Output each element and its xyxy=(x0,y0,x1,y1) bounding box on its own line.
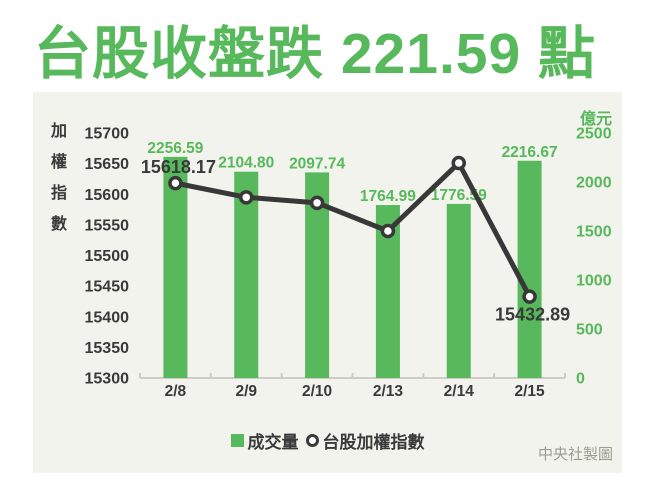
bar-value-label: 2104.80 xyxy=(218,155,274,172)
index-marker xyxy=(451,155,466,171)
x-axis-label: 2/9 xyxy=(235,383,257,400)
left-axis-tick: 15400 xyxy=(85,309,130,326)
bar-value-label: 2256.59 xyxy=(147,140,203,157)
right-axis-title: 億元 xyxy=(580,111,613,128)
bar-value-label: 1764.99 xyxy=(360,188,416,205)
volume-bar xyxy=(163,156,188,378)
left-axis-tick: 15600 xyxy=(85,187,130,204)
x-axis-label: 2/10 xyxy=(302,383,332,400)
bar-legend-swatch xyxy=(230,434,244,447)
bar-value-label: 2097.74 xyxy=(289,155,345,172)
index-marker xyxy=(309,195,325,211)
credit-text: 中央社製圖 xyxy=(537,446,613,463)
left-axis-tick: 15700 xyxy=(85,126,130,143)
legend-item: 台股加權指數 xyxy=(305,428,425,453)
right-axis-tick: 1500 xyxy=(576,224,612,241)
right-axis-tick: 0 xyxy=(576,371,585,388)
left-axis-tick: 15450 xyxy=(85,279,130,296)
right-axis-tick: 500 xyxy=(576,322,603,339)
page-title: 台股收盤跌 221.59 點 xyxy=(34,22,597,86)
legend-item: 成交量 xyxy=(230,428,299,453)
index-marker xyxy=(239,190,254,205)
left-axis-tick: 15350 xyxy=(85,340,130,357)
index-marker xyxy=(380,223,396,239)
index-marker xyxy=(168,175,183,191)
x-axis-label: 2/8 xyxy=(165,383,187,400)
index-line xyxy=(172,160,533,300)
index-point-label: 15618.17 xyxy=(141,157,216,177)
left-axis-tick: 15550 xyxy=(85,217,130,234)
volume-bar xyxy=(517,160,542,378)
x-axis-label: 2/15 xyxy=(514,383,545,400)
chart-panel: 15700 15650 15600 15550 15500 15450 15400 15350… xyxy=(33,92,622,473)
line-legend-marker-icon xyxy=(305,434,319,447)
legend-label: 成交量 xyxy=(247,433,299,452)
x-axis-label: 2/13 xyxy=(373,383,404,400)
index-marker xyxy=(522,289,537,304)
left-axis-tick: 15650 xyxy=(85,156,130,173)
right-axis-tick: 1000 xyxy=(576,273,612,290)
volume-bar xyxy=(446,203,471,378)
right-axis-tick: 2000 xyxy=(576,175,612,192)
index-point-label: 15432.89 xyxy=(495,305,570,325)
chart-legend: 成交量 台股加權指數 xyxy=(33,428,622,453)
left-axis-tick: 15500 xyxy=(85,248,130,265)
legend-label: 台股加權指數 xyxy=(322,433,425,452)
x-axis-label: 2/14 xyxy=(444,383,475,400)
volume-bar xyxy=(234,171,259,378)
combo-chart: 15700 15650 15600 15550 15500 15450 15400 15350… xyxy=(85,126,612,401)
bar-value-label: 2216.67 xyxy=(502,144,558,161)
right-axis-tick: 2500 xyxy=(576,126,612,143)
left-axis-title: 加權指數 xyxy=(48,122,65,246)
left-axis-tick: 15300 xyxy=(85,371,130,388)
